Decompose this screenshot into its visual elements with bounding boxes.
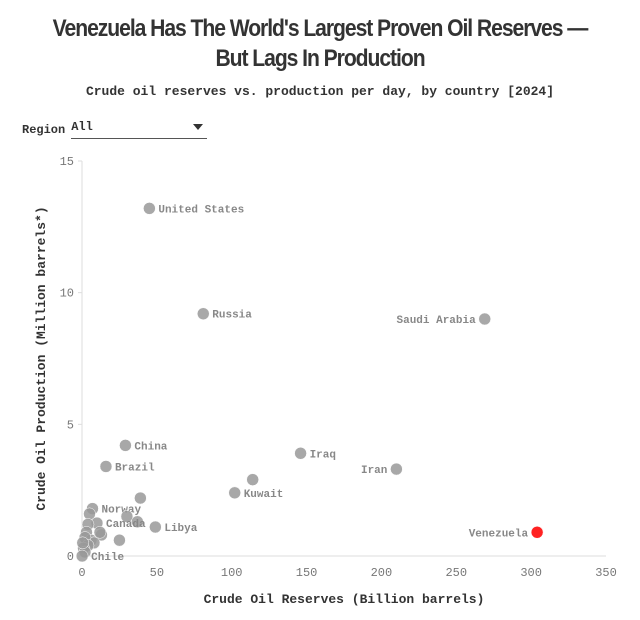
caret-down-icon bbox=[193, 124, 204, 130]
point-label: Chile bbox=[91, 552, 124, 564]
data-point bbox=[120, 510, 134, 523]
data-point bbox=[390, 462, 403, 476]
x-tick-label: 100 bbox=[221, 566, 243, 580]
y-axis-label: Crude Oil Production (Million barrels*) bbox=[34, 206, 49, 510]
y-tick-label: 10 bbox=[60, 287, 74, 301]
y-tick-label: 0 bbox=[67, 550, 74, 564]
x-tick-label: 250 bbox=[445, 566, 467, 580]
x-tick-label: 300 bbox=[520, 566, 542, 580]
point-label: United States bbox=[158, 204, 244, 216]
chart-title: Venezuela Has The World's Largest Proven… bbox=[52, 15, 589, 72]
point-label: Venezuela bbox=[469, 528, 529, 540]
point-label: Iraq bbox=[310, 449, 336, 461]
data-point bbox=[143, 202, 156, 215]
data-point bbox=[131, 515, 144, 529]
x-tick-label: 200 bbox=[371, 566, 393, 580]
data-point bbox=[93, 526, 107, 539]
data-point bbox=[119, 439, 132, 452]
data-point bbox=[530, 526, 544, 539]
point-label: Brazil bbox=[115, 462, 155, 474]
y-tick-label: 5 bbox=[67, 418, 74, 432]
x-tick-label: 0 bbox=[78, 566, 85, 580]
point-label: Saudi Arabia bbox=[397, 315, 477, 327]
point-label: China bbox=[134, 441, 167, 453]
data-point bbox=[75, 549, 89, 563]
point-label: Libya bbox=[164, 523, 197, 535]
data-point bbox=[113, 533, 126, 547]
data-point bbox=[149, 520, 162, 534]
x-tick-label: 50 bbox=[150, 566, 164, 580]
point-label: Canada bbox=[106, 519, 146, 531]
chart-subtitle: Crude oil reserves vs. production per da… bbox=[85, 84, 555, 99]
point-label: Kuwait bbox=[244, 489, 284, 501]
region-value: All bbox=[71, 120, 93, 134]
y-tick-label: 15 bbox=[60, 155, 74, 169]
region-filter: Region All bbox=[22, 120, 208, 139]
x-axis-label: Crude Oil Reserves (Billion barrels) bbox=[204, 592, 485, 607]
data-point bbox=[99, 460, 113, 473]
data-point bbox=[478, 312, 491, 326]
x-tick-label: 350 bbox=[595, 566, 617, 580]
x-tick-label: 150 bbox=[296, 566, 318, 580]
data-point bbox=[134, 491, 147, 505]
region-select[interactable]: All bbox=[71, 120, 208, 139]
data-point bbox=[197, 307, 210, 320]
data-point bbox=[246, 473, 259, 486]
point-label: Russia bbox=[212, 310, 252, 322]
data-point bbox=[294, 447, 307, 460]
region-label: Region bbox=[22, 122, 66, 137]
data-point bbox=[76, 536, 89, 550]
point-label: Iran bbox=[361, 465, 387, 477]
data-point bbox=[83, 507, 96, 521]
data-point bbox=[228, 486, 241, 500]
